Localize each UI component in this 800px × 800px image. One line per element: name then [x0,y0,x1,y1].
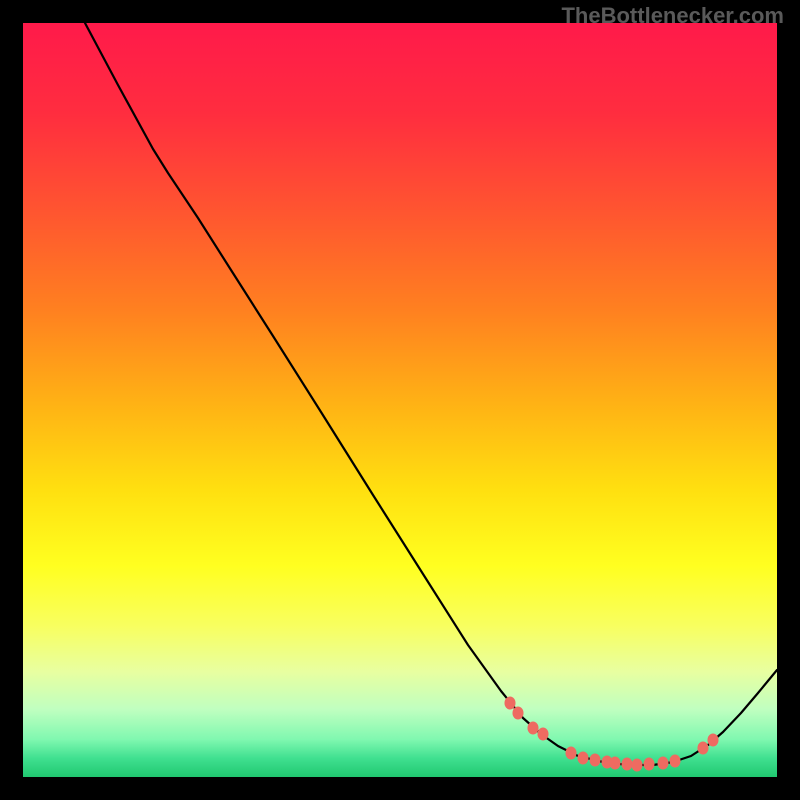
data-marker [565,747,576,760]
data-marker [707,734,718,747]
marker-group [504,697,718,772]
data-marker [512,707,523,720]
data-marker [527,722,538,735]
data-marker [577,752,588,765]
data-marker [537,728,548,741]
data-marker [669,755,680,768]
data-marker [697,742,708,755]
data-marker [621,758,632,771]
data-marker [589,754,600,767]
watermark-text: TheBottlenecker.com [561,3,784,29]
plot-area [23,23,777,777]
chart-frame: TheBottlenecker.com [0,0,800,800]
data-marker [657,757,668,770]
data-marker [643,758,654,771]
data-marker [631,759,642,772]
data-marker [504,697,515,710]
performance-curve [85,23,777,765]
data-marker [609,757,620,770]
chart-overlay-svg [23,23,777,777]
